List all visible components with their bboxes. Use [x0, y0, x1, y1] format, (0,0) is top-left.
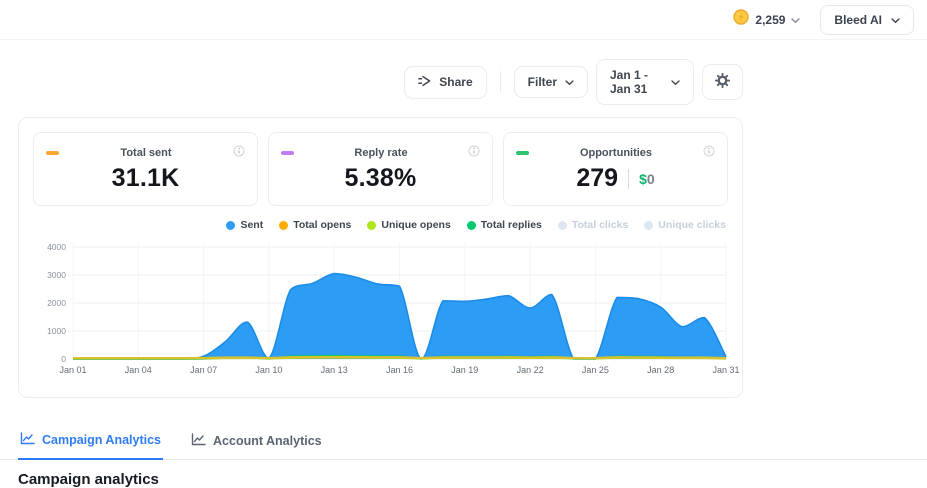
- series-dash-icon: [281, 151, 294, 155]
- legend-item-total-replies[interactable]: Total replies: [466, 219, 542, 231]
- date-range-label: Jan 1 - Jan 31: [610, 68, 649, 96]
- info-icon[interactable]: [233, 144, 245, 162]
- opportunity-value: $0: [639, 170, 655, 187]
- tab-campaign-analytics[interactable]: Campaign Analytics: [18, 427, 164, 460]
- legend-dot-icon: [279, 220, 289, 230]
- stat-value: 31.1K: [111, 164, 180, 192]
- credits-menu[interactable]: 2,259: [733, 9, 801, 30]
- value-divider: [628, 168, 630, 189]
- svg-text:Jan 31: Jan 31: [712, 365, 739, 375]
- settings-button[interactable]: [702, 64, 743, 100]
- legend-dot-icon: [226, 220, 236, 230]
- stat-label: Reply rate: [354, 147, 408, 159]
- share-icon: [418, 75, 431, 90]
- chart-legend: Sent Total opens Unique opens Total replies…: [33, 219, 728, 231]
- sent-area: [73, 273, 726, 359]
- svg-text:Jan 01: Jan 01: [59, 365, 86, 375]
- tab-account-analytics[interactable]: Account Analytics: [189, 427, 324, 459]
- chevron-down-icon: [791, 11, 801, 29]
- section-title: Campaign analytics: [18, 471, 159, 488]
- legend-item-total-opens[interactable]: Total opens: [279, 219, 351, 231]
- chart-container: 0 1000 2000 3000 4000 Jan 01 Jan 04 Jan 07 Jan 1…: [33, 233, 739, 383]
- svg-text:4000: 4000: [47, 242, 66, 252]
- credits-count: 2,259: [755, 12, 786, 27]
- analytics-chart[interactable]: 0 1000 2000 3000 4000 Jan 01 Jan 04 Jan 07 Jan 1…: [33, 233, 739, 383]
- analytics-panel: Total sent 31.1K Reply rate 5.38% Opport…: [18, 117, 743, 398]
- legend-item-unique-clicks[interactable]: Unique clicks: [644, 219, 726, 231]
- legend-label: Sent: [240, 219, 264, 231]
- total-opens-line: [72, 355, 727, 360]
- filter-label: Filter: [527, 75, 557, 89]
- svg-text:Jan 10: Jan 10: [255, 365, 282, 375]
- tab-label: Campaign Analytics: [42, 433, 162, 447]
- tab-label: Account Analytics: [213, 433, 322, 448]
- svg-text:3000: 3000: [47, 270, 66, 280]
- legend-item-unique-opens[interactable]: Unique opens: [367, 219, 451, 231]
- svg-text:Jan 13: Jan 13: [321, 365, 348, 375]
- legend-item-sent[interactable]: Sent: [226, 219, 263, 231]
- workspace-switcher[interactable]: Bleed AI: [820, 4, 914, 35]
- legend-label: Unique opens: [381, 219, 451, 231]
- coin-icon: [733, 9, 750, 30]
- legend-label: Total clicks: [571, 219, 629, 231]
- svg-text:Jan 19: Jan 19: [451, 365, 478, 375]
- stat-value: 279: [576, 164, 619, 192]
- svg-text:1000: 1000: [47, 326, 66, 336]
- stat-card-total-sent: Total sent 31.1K: [33, 132, 258, 206]
- legend-label: Total replies: [480, 219, 542, 231]
- share-button[interactable]: Share: [404, 65, 487, 99]
- info-icon[interactable]: [703, 144, 715, 162]
- series-dash-icon: [516, 151, 529, 155]
- legend-dot-icon: [367, 220, 377, 230]
- analytics-toolbar: Share Filter Jan 1 - Jan 31: [18, 59, 743, 105]
- chevron-down-icon: [565, 75, 574, 89]
- legend-dot-icon: [557, 220, 567, 230]
- svg-text:2000: 2000: [47, 298, 66, 308]
- stat-label: Total sent: [120, 147, 172, 159]
- svg-text:Jan 04: Jan 04: [125, 365, 152, 375]
- share-label: Share: [439, 75, 473, 89]
- stat-card-reply-rate: Reply rate 5.38%: [268, 132, 493, 206]
- svg-text:Jan 25: Jan 25: [582, 365, 609, 375]
- stat-card-opportunities: Opportunities 279 $0: [503, 132, 728, 206]
- stat-label: Opportunities: [579, 147, 653, 159]
- svg-text:Jan 07: Jan 07: [190, 365, 217, 375]
- stat-value: 5.38%: [344, 164, 417, 192]
- chevron-down-icon: [671, 75, 680, 89]
- svg-text:Jan 22: Jan 22: [517, 365, 544, 375]
- stats-row: Total sent 31.1K Reply rate 5.38% Opport…: [33, 132, 728, 206]
- legend-label: Unique clicks: [658, 219, 726, 231]
- svg-text:Jan 28: Jan 28: [647, 365, 674, 375]
- legend-label: Total opens: [293, 219, 352, 231]
- line-chart-icon: [20, 432, 35, 448]
- svg-text:Jan 16: Jan 16: [386, 365, 413, 375]
- series-dash-icon: [46, 151, 59, 155]
- legend-item-total-clicks[interactable]: Total clicks: [557, 219, 629, 231]
- svg-text:0: 0: [61, 354, 66, 364]
- chevron-down-icon: [891, 13, 900, 27]
- gear-icon: [714, 72, 731, 91]
- workspace-name: Bleed AI: [834, 12, 882, 27]
- legend-dot-icon: [466, 220, 476, 230]
- line-chart-icon: [191, 432, 206, 449]
- date-range-picker[interactable]: Jan 1 - Jan 31: [596, 59, 694, 105]
- info-icon[interactable]: [468, 144, 480, 162]
- toolbar-divider: [499, 71, 501, 93]
- legend-dot-icon: [644, 220, 654, 230]
- analytics-tabs: Campaign Analytics Account Analytics: [0, 427, 927, 460]
- topbar: 2,259 Bleed AI: [0, 0, 927, 40]
- filter-button[interactable]: Filter: [513, 66, 588, 98]
